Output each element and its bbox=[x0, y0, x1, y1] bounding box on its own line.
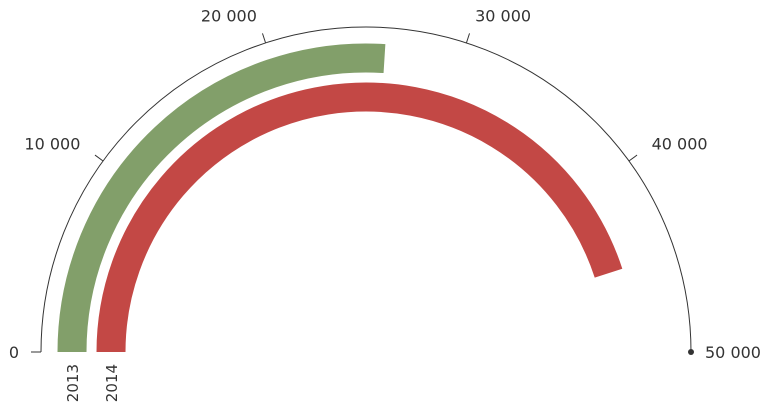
category-labels: 2013 2014 bbox=[64, 364, 121, 402]
radial-bar-2013 bbox=[57, 43, 386, 353]
gauge-axis: 0 10 000 20 000 30 000 40 000 50 000 bbox=[9, 6, 761, 362]
axis-tick-label: 10 000 bbox=[24, 135, 80, 154]
axis-tick bbox=[465, 33, 470, 44]
axis-tick-label: 40 000 bbox=[652, 135, 708, 154]
axis-tick-label: 20 000 bbox=[201, 6, 257, 25]
axis-tick-label: 30 000 bbox=[475, 6, 531, 25]
gauge-bars bbox=[57, 43, 623, 353]
gauge-axis-arc bbox=[40, 26, 692, 353]
axis-tick-label: 50 000 bbox=[705, 343, 761, 362]
gauge-end-dot bbox=[688, 349, 694, 355]
axis-tick bbox=[94, 154, 104, 162]
category-label-2013: 2013 bbox=[64, 364, 82, 402]
axis-tick bbox=[262, 33, 267, 44]
axis-tick-label: 0 bbox=[9, 343, 19, 362]
axis-tick bbox=[628, 154, 638, 162]
category-label-2014: 2014 bbox=[103, 364, 121, 402]
radial-bar-2014 bbox=[96, 82, 623, 353]
